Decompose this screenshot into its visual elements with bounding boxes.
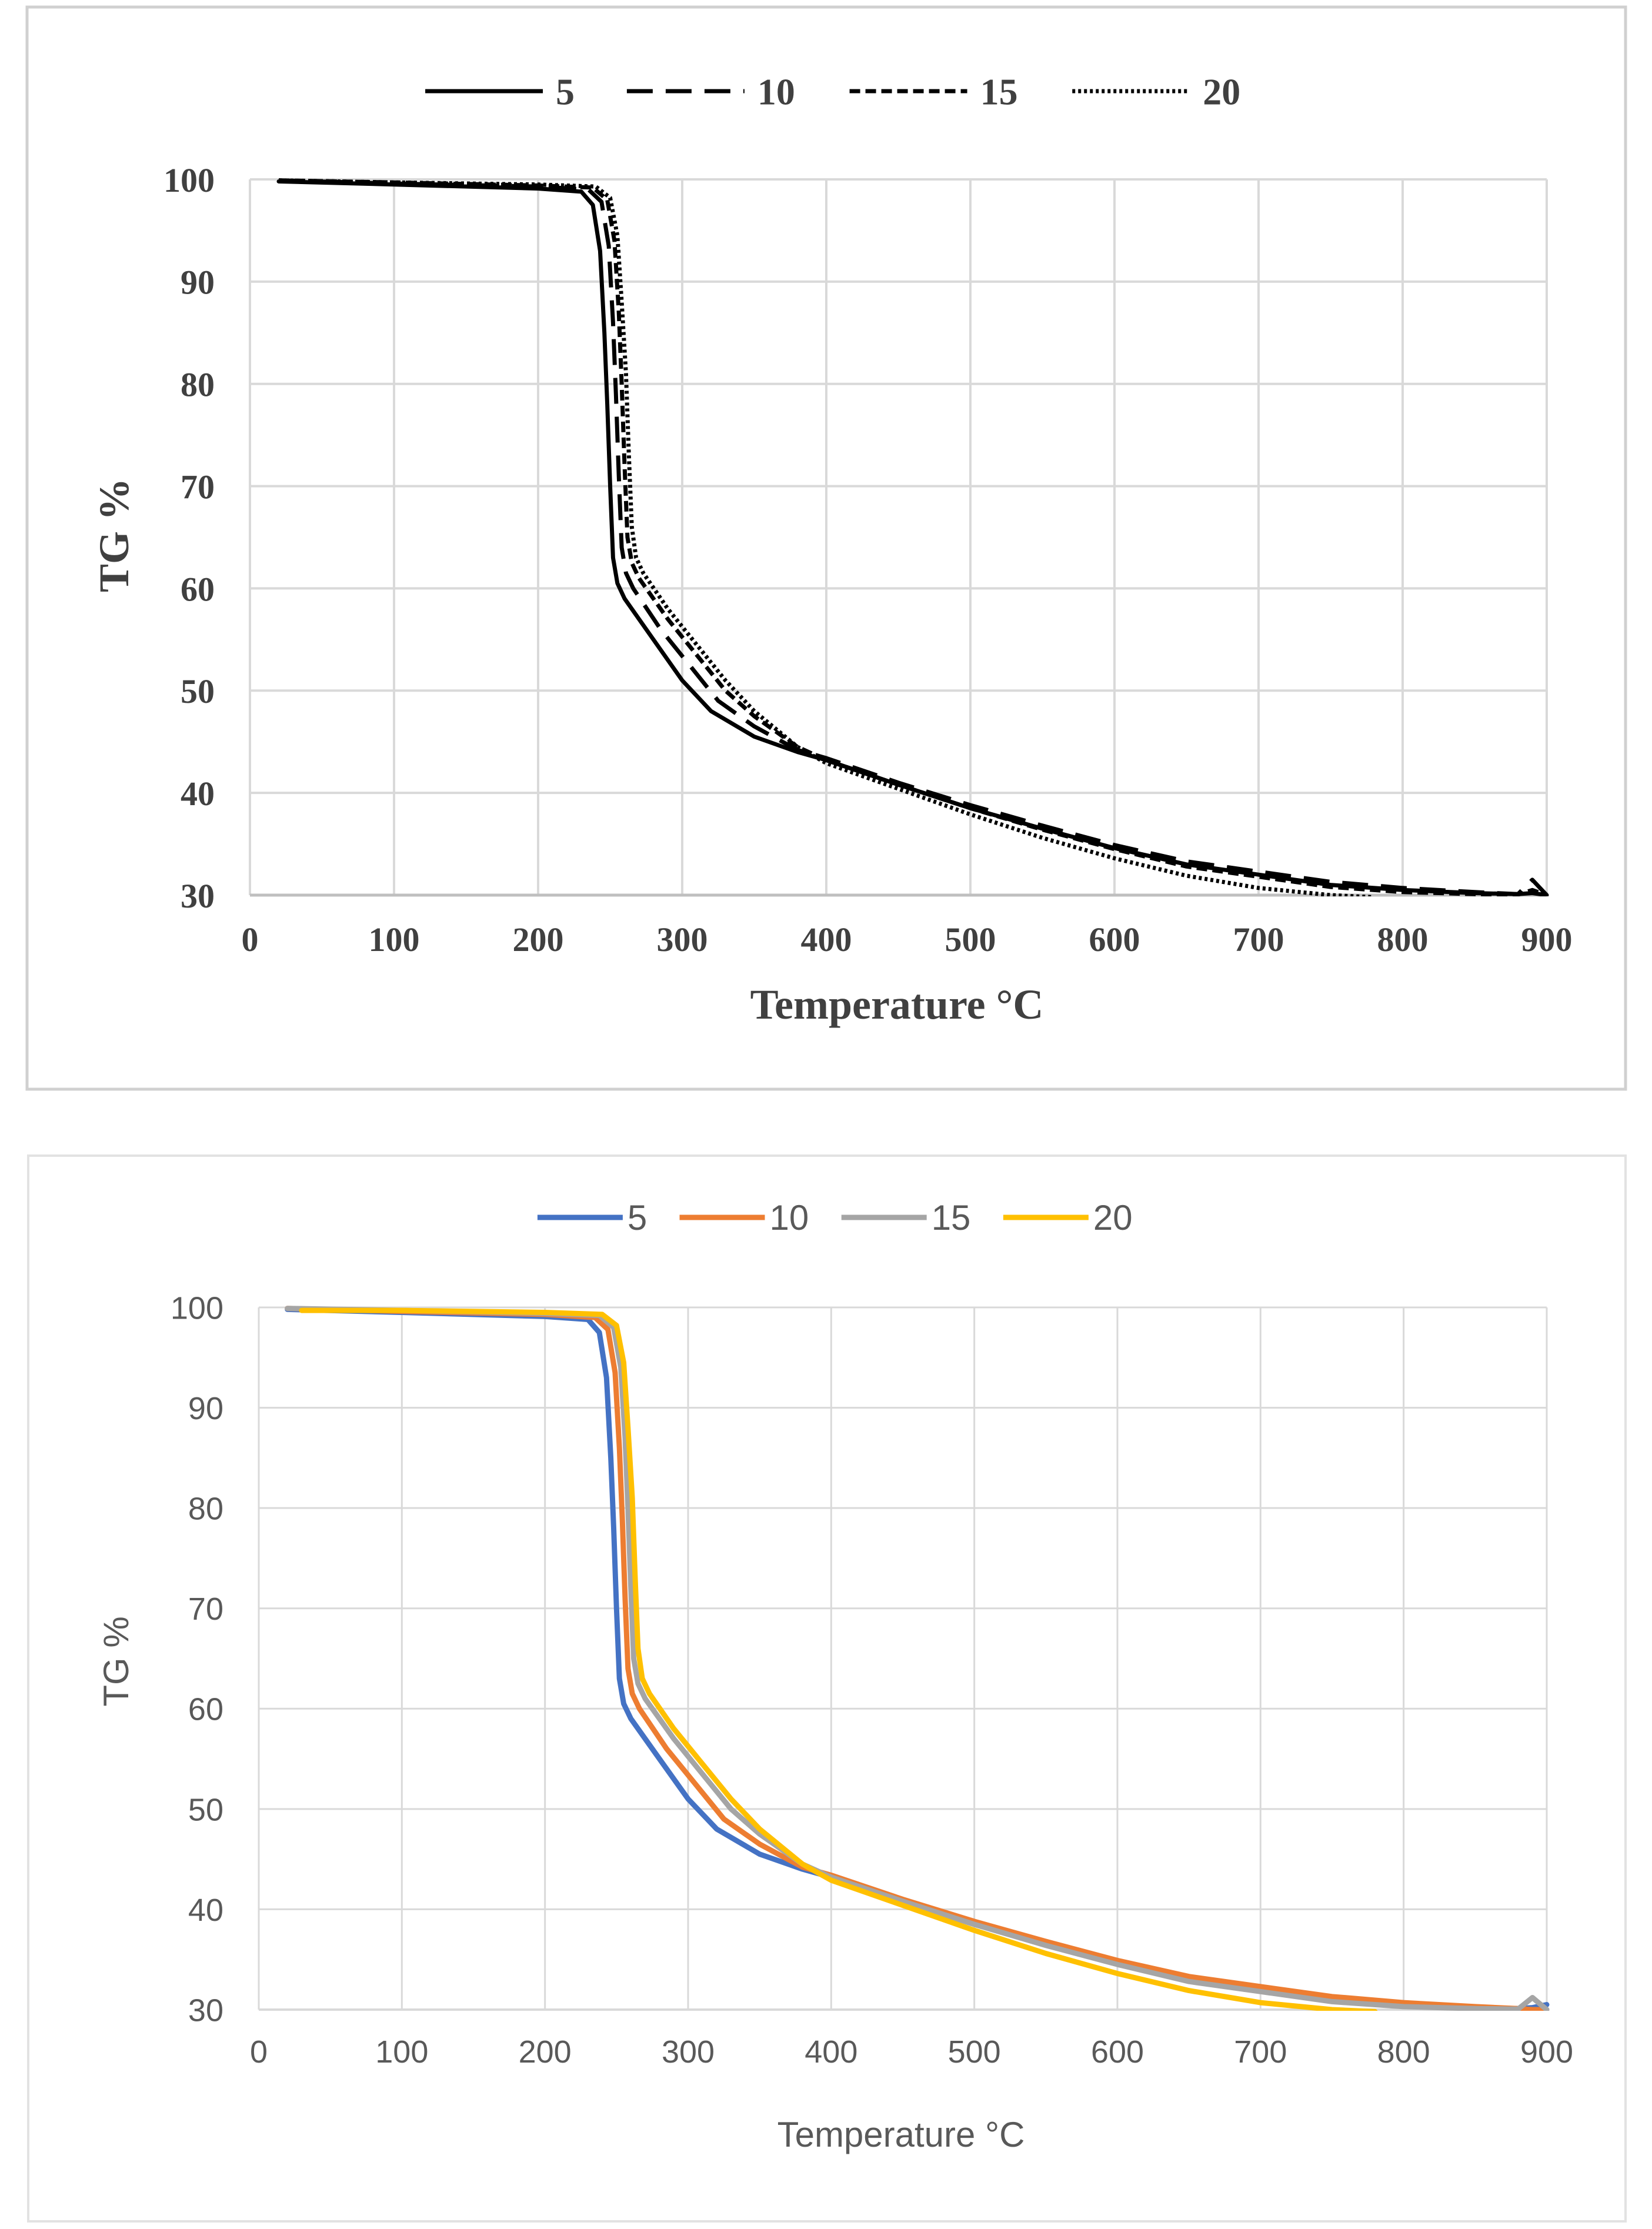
x-axis-title-top: Temperature °C — [750, 981, 1044, 1028]
y-tick-label: 60 — [181, 570, 215, 608]
series-line-20 — [278, 178, 1374, 896]
legend-item-5: 5 — [537, 1198, 647, 1237]
series-top — [276, 178, 1549, 896]
legend-item-20: 20 — [1003, 1198, 1133, 1237]
y-tick-label: 80 — [188, 1491, 223, 1527]
x-tick-label: 600 — [1091, 2034, 1144, 2070]
y-tick-label: 50 — [181, 672, 215, 710]
chart-bottom-frame — [27, 1154, 1627, 2223]
legend-label-10: 10 — [770, 1198, 809, 1237]
legend-item-5: 5 — [425, 71, 575, 112]
y-tick-label: 90 — [181, 263, 215, 302]
y-tick-label: 40 — [181, 775, 215, 813]
x-tick-label: 700 — [1233, 920, 1284, 959]
chart-top: 0 100 200 300 400 500 600 700 800 900 30 40 50 60 70 8… — [25, 5, 1627, 1091]
legend-item-20: 20 — [1072, 71, 1240, 112]
legend-label-20: 20 — [1093, 1198, 1133, 1237]
legend-label-15: 15 — [980, 71, 1018, 112]
x-tick-label: 0 — [242, 920, 259, 959]
x-tick-labels-bottom: 0 100 200 300 400 500 600 700 800 900 — [250, 2034, 1573, 2070]
x-tick-label: 700 — [1234, 2034, 1287, 2070]
y-tick-labels-bottom: 30 40 50 60 70 80 90 100 — [171, 1290, 223, 2028]
series-line-20 — [299, 1307, 1378, 2011]
legend-label-20: 20 — [1203, 71, 1240, 112]
x-tick-labels-top: 0 100 200 300 400 500 600 700 800 900 — [242, 920, 1573, 959]
x-tick-label: 500 — [948, 2034, 1001, 2070]
legend-item-15: 15 — [841, 1198, 971, 1237]
legend-item-10: 10 — [626, 71, 795, 112]
y-axis-title-bottom: TG % — [96, 1616, 136, 1706]
series-line-15 — [278, 178, 1548, 896]
y-tick-label: 80 — [181, 366, 215, 404]
x-tick-label: 900 — [1520, 2034, 1573, 2070]
grid-top — [249, 178, 1548, 897]
x-tick-label: 400 — [801, 920, 852, 959]
legend-item-15: 15 — [849, 71, 1018, 112]
chart-bottom: 0 100 200 300 400 500 600 700 800 900 30 40 50 60 70 8… — [27, 1154, 1627, 2223]
y-tick-label: 40 — [188, 1893, 223, 1928]
y-tick-label: 30 — [181, 877, 215, 915]
y-tick-label: 60 — [188, 1692, 223, 1727]
y-tick-label: 90 — [188, 1391, 223, 1426]
x-tick-label: 800 — [1377, 920, 1429, 959]
legend-label-5: 5 — [628, 1198, 647, 1237]
x-tick-label: 200 — [519, 2034, 572, 2070]
y-axis-title-top: TG % — [91, 478, 138, 592]
x-tick-label: 300 — [662, 2034, 715, 2070]
y-tick-labels-top: 30 40 50 60 70 80 90 100 — [163, 161, 215, 915]
legend-label-5: 5 — [556, 71, 575, 112]
legend-bottom: 5 10 15 20 — [537, 1198, 1133, 1237]
x-axis-title-bottom: Temperature °C — [777, 2115, 1025, 2154]
y-tick-label: 50 — [188, 1792, 223, 1827]
x-tick-label: 300 — [657, 920, 708, 959]
legend-label-15: 15 — [932, 1198, 971, 1237]
series-bottom — [285, 1306, 1550, 2011]
series-line-10 — [285, 1306, 1550, 2011]
x-tick-label: 400 — [805, 2034, 857, 2070]
y-tick-label: 70 — [188, 1591, 223, 1627]
x-tick-label: 500 — [945, 920, 996, 959]
x-tick-label: 100 — [369, 920, 420, 959]
legend-item-10: 10 — [679, 1198, 809, 1237]
legend-label-10: 10 — [757, 71, 795, 112]
x-tick-label: 600 — [1089, 920, 1140, 959]
x-tick-label: 100 — [375, 2034, 428, 2070]
x-tick-label: 800 — [1377, 2034, 1430, 2070]
y-tick-label: 30 — [188, 1993, 223, 2028]
grid-bottom — [258, 1306, 1548, 2011]
x-tick-label: 900 — [1521, 920, 1573, 959]
y-tick-label: 100 — [163, 161, 215, 199]
x-tick-label: 200 — [513, 920, 564, 959]
series-line-10 — [278, 178, 1548, 896]
series-line-15 — [285, 1306, 1550, 2011]
y-tick-label: 100 — [171, 1290, 223, 1326]
y-tick-label: 70 — [181, 468, 215, 506]
legend-top: 5 10 15 20 — [425, 71, 1240, 112]
x-tick-label: 0 — [250, 2034, 268, 2070]
